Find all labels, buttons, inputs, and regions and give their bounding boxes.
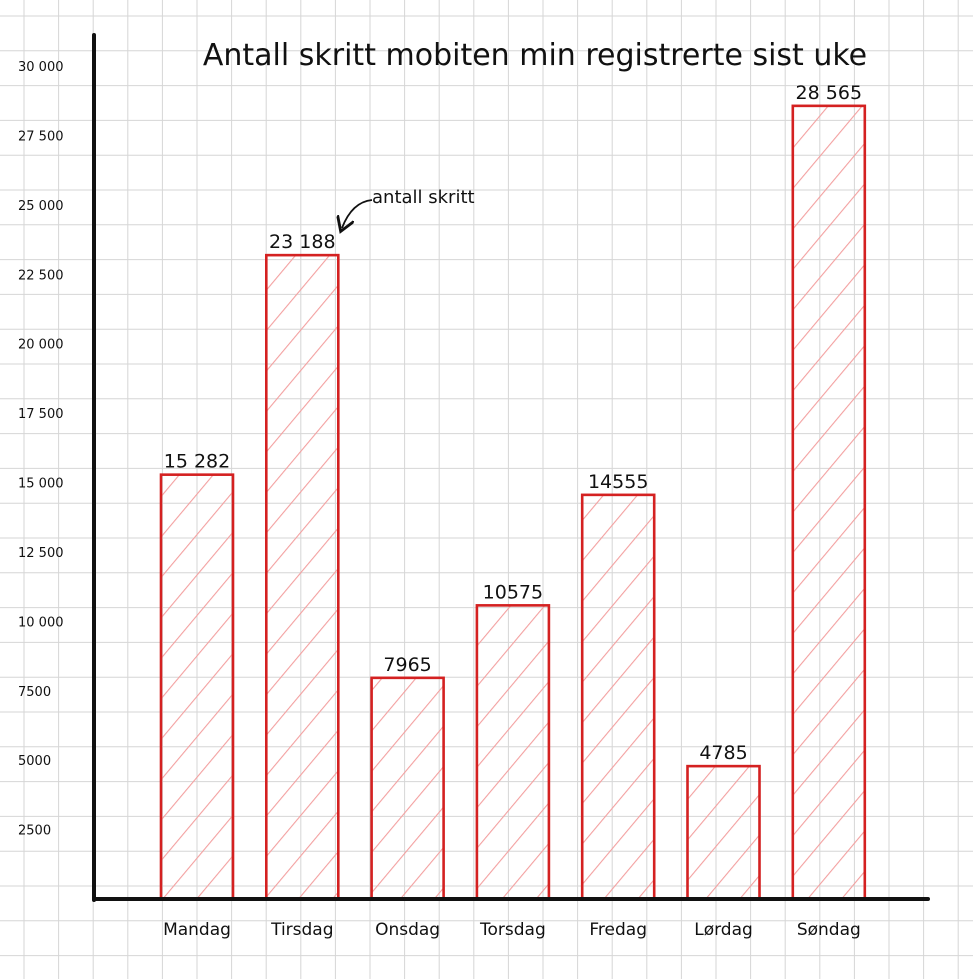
y-tick-label: 22 500 [18,268,64,283]
x-tick-label: Torsdag [479,920,546,940]
annotation: antall skritt [342,187,475,228]
data-label: 4785 [699,742,747,764]
data-label: 14555 [588,471,648,493]
data-label: 23 188 [269,231,335,253]
x-tick-label: Onsdag [375,920,440,940]
y-tick-label: 10 000 [18,615,64,630]
x-tick-label: Fredag [589,920,647,940]
x-tick-label: Søndag [797,920,861,940]
y-tick-label: 15 000 [18,477,64,492]
y-tick-labels: 2500 5000 7500 10 000 12 500 15 000 17 500 20 0… [18,60,64,839]
y-tick-label: 20 000 [18,338,64,353]
bar-hatch [687,766,760,899]
x-tick-label: Mandag [163,920,231,940]
annotation-arrow-icon [342,199,373,228]
bar-hatch [161,474,233,899]
bar-hatch [792,105,865,900]
y-tick-label: 12 500 [18,546,64,561]
y-tick-label: 17 500 [18,407,64,422]
bar-hatch [371,677,444,899]
data-label: 7965 [383,654,431,676]
data-label: 10575 [483,581,543,603]
y-tick-label: 27 500 [18,129,64,144]
annotation-text: antall skritt [372,187,475,208]
y-tick-label: 2500 [18,824,51,839]
bars [159,104,867,901]
x-tick-label: Lørdag [694,920,753,940]
x-tick-label: Tirsdag [270,920,333,940]
data-label: 15 282 [164,451,230,473]
y-tick-label: 7500 [18,685,51,700]
data-label: 28 565 [796,82,862,104]
chart-title: Antall skritt mobiten min registrerte si… [203,38,867,73]
y-tick-label: 30 000 [18,60,64,75]
bar-hatch [582,494,655,899]
y-tick-label: 25 000 [18,199,64,214]
y-tick-label: 5000 [18,754,51,769]
bar-hatch [476,605,549,899]
bar-hatch [266,255,339,899]
data-labels: 15 282 23 188 7965 10575 14555 4785 28 565 [164,82,862,764]
x-tick-labels: Mandag Tirsdag Onsdag Torsdag Fredag Lørdag Sø… [163,920,861,940]
